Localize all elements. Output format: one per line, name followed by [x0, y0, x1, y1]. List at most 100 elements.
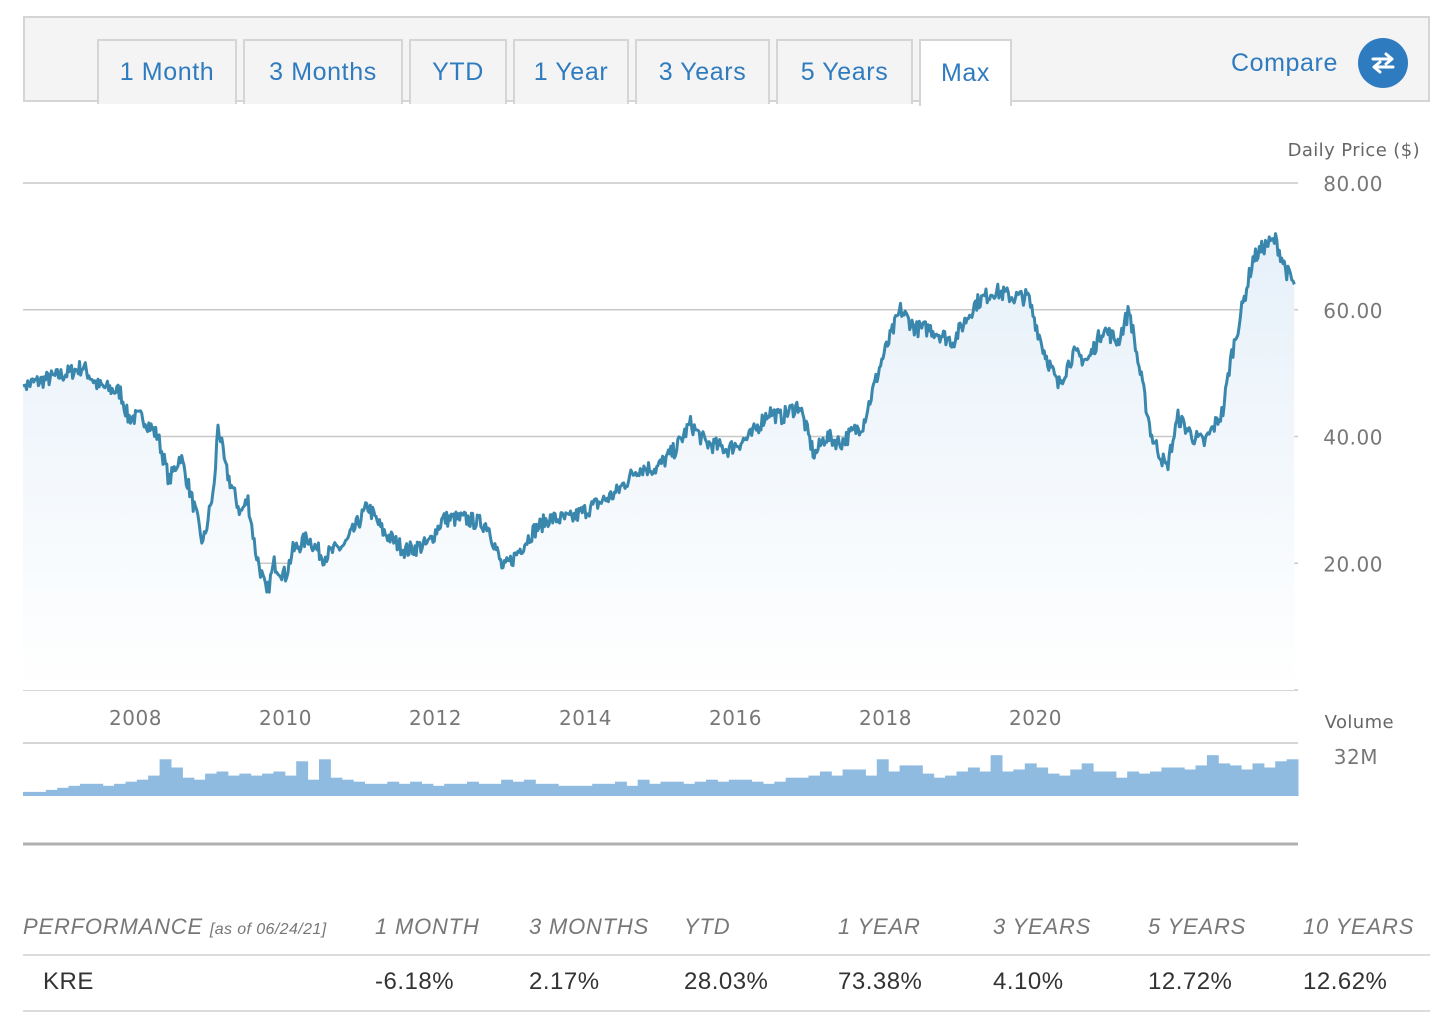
volume-bar	[842, 769, 855, 796]
volume-bar	[899, 765, 912, 796]
tab-1-month[interactable]: 1 Month	[97, 39, 237, 104]
performance-table: PERFORMANCE [as of 06/24/21] 1 MONTH 3 M…	[23, 900, 1430, 1012]
volume-bar	[1093, 771, 1105, 796]
volume-bar	[1252, 763, 1265, 796]
volume-bar	[102, 785, 115, 796]
x-axis: 2008 2010 2012 2014 2016 2018 2020	[109, 706, 1061, 730]
volume-bar	[535, 783, 548, 796]
value-ytd: 28.03%	[684, 968, 769, 995]
volume-bar	[933, 777, 946, 796]
value-1-month: -6.18%	[375, 968, 455, 995]
volume-bar	[706, 779, 718, 796]
compare-button[interactable]: Compare	[1231, 38, 1408, 88]
volume-bar	[1070, 769, 1083, 796]
volume-bar	[1263, 767, 1276, 796]
volume-bar	[888, 771, 901, 796]
x-tick-label: 2012	[409, 706, 462, 730]
volume-bars	[23, 742, 1299, 846]
volume-bar	[649, 783, 661, 796]
volume-bar	[364, 783, 377, 796]
volume-bar	[1275, 761, 1288, 796]
tab-5-years[interactable]: 5 Years	[776, 39, 913, 104]
volume-bar	[671, 781, 684, 796]
volume-bar	[34, 791, 47, 796]
volume-bar	[854, 769, 866, 796]
volume-bar	[148, 775, 161, 796]
volume-bar	[683, 783, 696, 796]
table-row: KRE -6.18% 2.17% 28.03% 73.38% 4.10% 12.…	[23, 956, 1430, 1012]
volume-bar	[455, 783, 468, 796]
y-tick-label: 40.00	[1323, 426, 1383, 450]
volume-bar	[626, 785, 639, 796]
volume-bar	[967, 767, 980, 796]
volume-bar	[751, 781, 764, 796]
volume-bar	[1241, 769, 1253, 796]
volume-bar	[956, 771, 969, 796]
volume-bar	[501, 779, 513, 796]
volume-bar	[1138, 773, 1151, 796]
value-10-years: 12.62%	[1303, 968, 1388, 995]
performance-title: PERFORMANCE [as of 06/24/21]	[23, 914, 327, 939]
volume-bar	[523, 779, 536, 796]
volume-bar	[831, 775, 844, 796]
volume-bar	[284, 775, 297, 796]
x-tick-label: 2018	[859, 706, 912, 730]
volume-bar	[603, 783, 616, 796]
volume-bar	[432, 785, 445, 796]
volume-bar	[569, 785, 582, 796]
x-tick-label: 2014	[559, 706, 612, 730]
volume-bar	[136, 779, 149, 796]
volume-bar	[1115, 777, 1128, 796]
tab-3-years[interactable]: 3 Years	[635, 39, 770, 104]
header-3-months: 3 MONTHS	[529, 914, 650, 939]
compare-label: Compare	[1230, 48, 1338, 77]
volume-bar	[1036, 767, 1049, 796]
volume-bar	[740, 779, 753, 796]
volume-bar	[250, 775, 263, 796]
volume-bar	[808, 775, 821, 796]
tab-max[interactable]: Max	[919, 39, 1012, 106]
volume-bar	[1081, 763, 1094, 796]
volume-bar	[1218, 763, 1231, 796]
volume-bar	[125, 781, 138, 796]
value-1-year: 73.38%	[838, 968, 923, 995]
swap-arrows-icon	[1358, 38, 1408, 88]
volume-bar	[910, 765, 923, 796]
tab-1-year[interactable]: 1 Year	[513, 39, 629, 104]
volume-bar	[273, 771, 286, 796]
header-5-years: 5 YEARS	[1148, 914, 1247, 939]
tab-3-months[interactable]: 3 Months	[243, 39, 403, 104]
volume-bar	[797, 777, 809, 796]
volume-bar	[1024, 763, 1037, 796]
volume-bar	[307, 779, 320, 796]
volume-bar	[216, 771, 229, 796]
tab-ytd[interactable]: YTD	[409, 39, 507, 104]
volume-bar	[1047, 773, 1060, 796]
volume-bar	[398, 783, 411, 796]
volume-bar	[1150, 771, 1162, 796]
volume-bar	[785, 777, 798, 796]
volume-bar	[615, 781, 627, 796]
volume-bar	[512, 781, 525, 796]
volume-bar	[558, 785, 570, 796]
volume-bar	[114, 783, 126, 796]
volume-bar	[728, 779, 741, 796]
volume-bar	[1127, 771, 1140, 796]
header-1-year: 1 YEAR	[838, 914, 921, 939]
volume-bar	[205, 773, 217, 796]
volume-bar	[1013, 769, 1026, 796]
volume-bar	[1229, 765, 1242, 796]
volume-bar	[546, 783, 559, 796]
volume-bar	[57, 787, 70, 796]
value-5-years: 12.72%	[1148, 968, 1233, 995]
volume-bar	[375, 783, 388, 796]
value-3-months: 2.17%	[529, 968, 600, 995]
x-tick-label: 2010	[259, 706, 312, 730]
volume-bar	[410, 781, 422, 796]
time-range-tabbar: 1 Month 3 Months YTD 1 Year 3 Years 5 Ye…	[23, 16, 1430, 106]
volume-bar	[990, 755, 1003, 796]
price-area-fill	[23, 233, 1295, 690]
volume-bar	[353, 781, 365, 796]
volume-bar	[1104, 771, 1117, 796]
volume-bar	[68, 785, 81, 796]
